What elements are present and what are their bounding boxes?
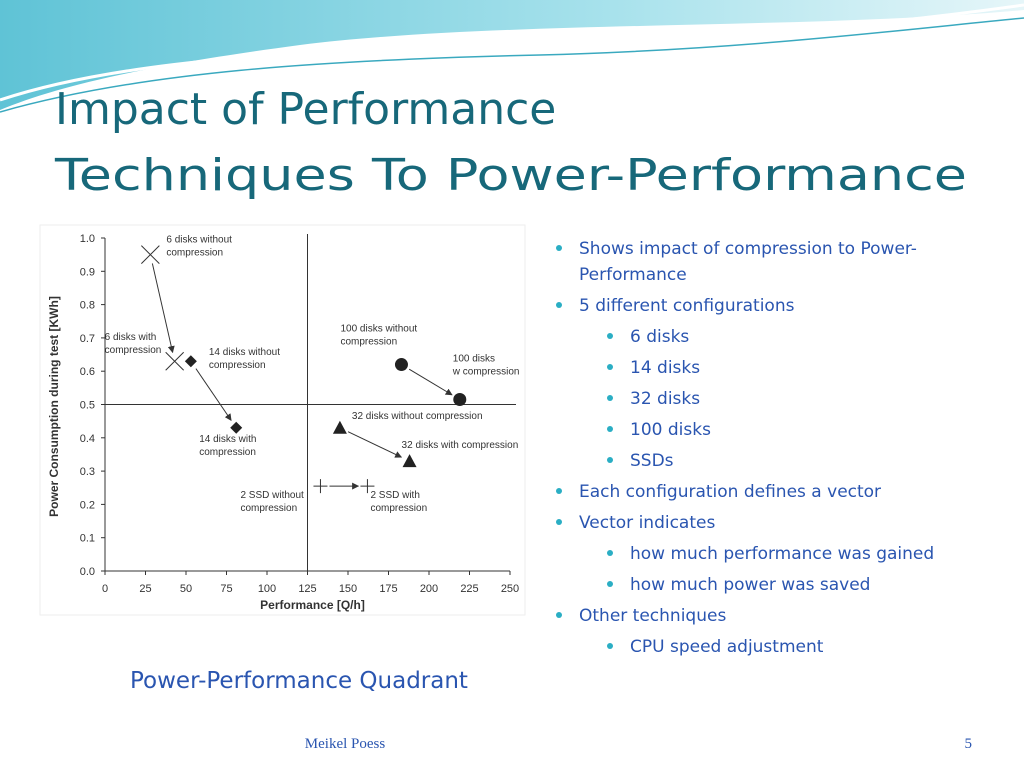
bullet-dot	[607, 426, 613, 432]
bullet-dot	[607, 643, 613, 649]
bullet-dot	[556, 302, 562, 308]
marker-triangle	[332, 420, 347, 434]
bullet-dot	[607, 550, 613, 556]
point-label: compression	[209, 360, 266, 371]
x-axis-label: Performance [Q/h]	[260, 598, 365, 612]
wave-line	[0, 3, 1024, 102]
x-tick-label: 200	[420, 583, 438, 595]
x-tick-label: 25	[139, 583, 151, 595]
y-tick-label: 0.1	[80, 533, 95, 545]
y-tick-label: 0.4	[80, 433, 95, 445]
bullet-text: SSDs	[630, 451, 674, 471]
point-label: 6 disks with	[105, 332, 157, 343]
x-tick-label: 225	[460, 583, 478, 595]
point-label: compression	[105, 345, 162, 356]
x-tick-label: 125	[298, 583, 316, 595]
y-tick-label: 0.5	[80, 400, 95, 412]
vector-arrow	[408, 368, 453, 396]
marker-plus	[313, 479, 328, 494]
bullet-list: Shows impact of compression to Power- Per…	[556, 239, 934, 657]
chart-background	[39, 224, 526, 616]
y-tick-label: 0.7	[80, 333, 95, 345]
title-line: Techniques To Power-Performance	[54, 150, 967, 201]
vector-arrow	[347, 431, 403, 458]
marker-circle	[453, 393, 467, 407]
point-label: compression	[166, 248, 223, 259]
point-label: 100 disks without	[340, 324, 417, 335]
caption: Power-Performance Quadrant	[130, 668, 468, 694]
point-label: compression	[340, 337, 397, 348]
vector-arrow	[195, 368, 232, 421]
x-tick-label: 75	[220, 583, 232, 595]
point-label: 32 disks without compression	[352, 411, 483, 422]
bullet-text: 32 disks	[630, 389, 700, 409]
bullet-dot	[607, 364, 613, 370]
footer: Meikel Poess	[305, 736, 386, 752]
point-label: 100 disks	[453, 354, 495, 365]
bullet-text: Shows impact of compression to Power-	[579, 239, 917, 259]
y-tick-label: 0.8	[80, 300, 95, 312]
bullet-text: CPU speed adjustment	[630, 637, 824, 657]
bullet-text: Other techniques	[579, 606, 726, 626]
point-label: compression	[199, 447, 256, 458]
bullet-dot	[607, 581, 613, 587]
point-label: 14 disks without	[209, 347, 280, 358]
x-tick-label: 100	[258, 583, 276, 595]
y-tick-label: 0.9	[80, 266, 95, 278]
bullet-text: how much power was saved	[630, 575, 870, 595]
marker-x	[141, 245, 160, 265]
bullet-text: 14 disks	[630, 358, 700, 378]
y-tick-label: 0.0	[80, 566, 95, 578]
vector-arrow	[151, 263, 175, 354]
bullet-dot	[607, 457, 613, 463]
y-tick-label: 0.3	[80, 466, 95, 478]
point-label: 2 SSD with	[370, 490, 419, 501]
marker-triangle	[402, 454, 417, 468]
point-label: compression	[370, 503, 427, 514]
point-label: compression	[240, 503, 297, 514]
marker-circle	[394, 358, 408, 372]
bullet-text: 6 disks	[630, 327, 689, 347]
point-label: 32 disks with compression	[402, 440, 519, 451]
page-number: 5	[965, 736, 973, 752]
bullet-dot	[556, 488, 562, 494]
bullet-dot	[607, 395, 613, 401]
bullet-text: Performance	[579, 265, 687, 285]
bullet-text: Each configuration defines a vector	[579, 482, 881, 502]
point-label: 2 SSD without	[240, 490, 304, 501]
title-line: Impact of Performance	[55, 84, 556, 135]
wave-line	[0, 17, 1024, 113]
x-tick-label: 150	[339, 583, 357, 595]
bullet-text: 5 different configurations	[579, 296, 795, 316]
marker-diamond	[184, 355, 197, 368]
header-wave	[0, 0, 1024, 110]
point-label: 6 disks without	[166, 235, 232, 246]
bullet-text: how much performance was gained	[630, 544, 934, 564]
y-axis-label: Power Consumption during test [KWh]	[47, 296, 61, 517]
marker-x	[165, 351, 185, 371]
marker-diamond	[230, 421, 243, 434]
x-tick-label: 0	[102, 583, 108, 595]
chart: 0.0 0.1 0.2 0.3 0.4 0.5 0.6 0.7 0.8 0.9 1.0 0 25 50 75…	[47, 233, 519, 612]
x-tick-label: 250	[501, 583, 519, 595]
y-tick-label: 1.0	[80, 233, 95, 245]
bullet-dot	[556, 612, 562, 618]
point-label: 14 disks with	[199, 434, 256, 445]
marker-plus	[360, 479, 375, 494]
bullet-dot	[556, 245, 562, 251]
bullet-dot	[556, 519, 562, 525]
point-label: w compression	[452, 367, 520, 378]
y-tick-label: 0.6	[80, 366, 95, 378]
x-tick-label: 50	[180, 583, 192, 595]
bullet-dot	[607, 333, 613, 339]
x-tick-label: 175	[379, 583, 397, 595]
bullet-text: Vector indicates	[579, 513, 715, 533]
y-tick-label: 0.2	[80, 499, 95, 511]
bullet-text: 100 disks	[630, 420, 711, 440]
